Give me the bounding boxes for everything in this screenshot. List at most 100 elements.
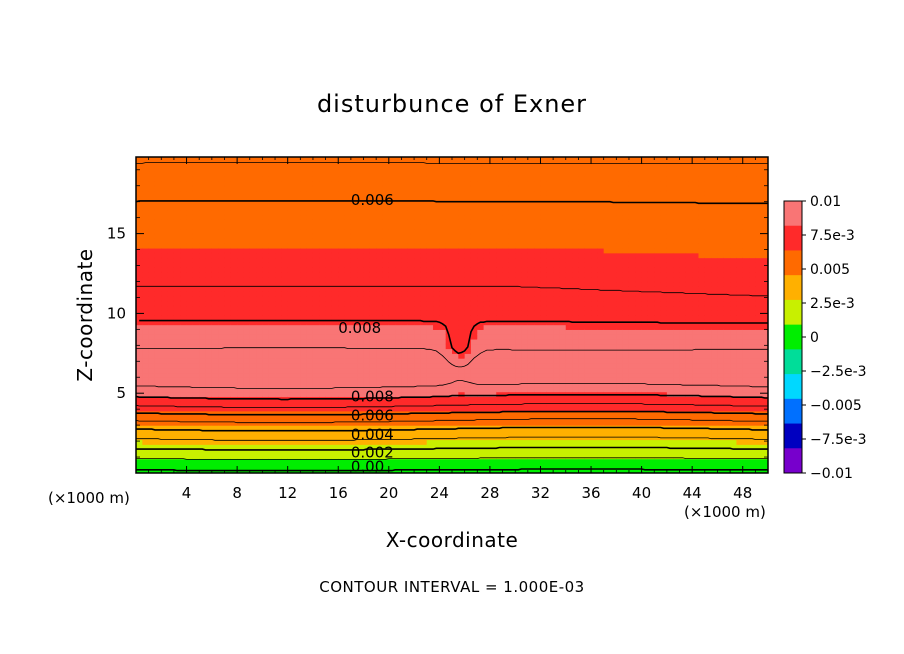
field-cell (180, 434, 188, 441)
field-cell (319, 180, 327, 187)
field-cell (426, 262, 434, 268)
field-cell (268, 334, 276, 340)
field-cell (597, 171, 605, 177)
field-cell (439, 200, 447, 206)
field-cell (325, 300, 333, 307)
field-cell (591, 348, 598, 354)
field-cell (357, 415, 365, 421)
field-cell (369, 195, 377, 201)
field-cell (319, 195, 327, 201)
field-cell (546, 329, 554, 335)
field-cell (275, 238, 282, 244)
field-cell (306, 271, 314, 278)
field-cell (294, 185, 301, 192)
field-cell (376, 348, 384, 354)
field-cell (148, 453, 156, 460)
field-cell (470, 195, 478, 201)
field-cell (388, 271, 396, 278)
field-cell (154, 449, 162, 455)
field-cell (572, 300, 579, 307)
field-cell (508, 343, 516, 350)
field-cell (445, 315, 453, 321)
field-cell (496, 396, 504, 402)
field-cell (559, 300, 567, 307)
field-cell (312, 286, 320, 292)
field-cell (173, 271, 181, 278)
field-cell (281, 315, 289, 321)
field-cell (350, 228, 358, 235)
field-cell (205, 295, 213, 302)
field-cell (154, 401, 162, 407)
field-cell (287, 195, 295, 201)
field-cell (591, 439, 598, 445)
field-cell (180, 171, 188, 177)
field-cell (553, 463, 561, 469)
field-cell (262, 458, 270, 465)
field-cell (591, 300, 598, 307)
field-cell (401, 214, 409, 220)
field-cell (173, 343, 181, 350)
field-cell (338, 382, 346, 388)
field-cell (357, 319, 365, 326)
field-cell (312, 224, 320, 230)
field-cell (161, 405, 169, 412)
field-cell (610, 281, 617, 287)
field-cell (325, 439, 333, 445)
field-cell (565, 295, 573, 302)
field-cell (565, 338, 573, 345)
field-cell (388, 209, 396, 216)
field-cell (458, 243, 466, 249)
field-cell (262, 315, 270, 321)
field-cell (382, 238, 390, 244)
field-cell (148, 358, 156, 364)
field-cell (167, 195, 175, 201)
field-cell (502, 405, 510, 412)
field-cell (610, 286, 617, 292)
field-cell (559, 429, 567, 436)
field-cell (300, 257, 308, 263)
field-cell (610, 257, 617, 263)
field-cell (350, 415, 358, 421)
field-cell (205, 449, 213, 455)
field-cell (161, 228, 169, 235)
field-cell (388, 247, 396, 254)
field-cell (338, 343, 346, 350)
field-cell (483, 271, 491, 278)
field-cell (597, 329, 605, 335)
field-cell (173, 228, 181, 235)
field-cell (458, 382, 466, 388)
field-cell (527, 405, 535, 412)
field-cell (508, 401, 516, 407)
field-cell (205, 257, 213, 263)
field-cell (559, 338, 567, 345)
field-cell (591, 382, 598, 388)
field-cell (275, 358, 282, 364)
field-cell (180, 305, 188, 311)
field-cell (426, 367, 434, 374)
field-cell (331, 343, 339, 350)
field-cell (414, 281, 421, 287)
field-cell (414, 401, 421, 407)
field-cell (319, 453, 327, 460)
field-cell (350, 338, 358, 345)
field-cell (224, 353, 232, 359)
field-cell (237, 157, 245, 163)
field-cell (319, 410, 327, 417)
field-cell (344, 353, 352, 359)
field-cell (553, 180, 561, 187)
field-cell (464, 204, 472, 211)
field-cell (161, 209, 169, 216)
field-cell (331, 391, 339, 397)
field-cell (458, 238, 466, 244)
field-cell (180, 439, 188, 445)
field-cell (275, 425, 282, 431)
field-cell (331, 348, 339, 354)
field-cell (281, 405, 289, 412)
field-cell (521, 463, 529, 469)
field-cell (199, 319, 207, 326)
field-cell (275, 391, 282, 397)
field-cell (186, 425, 194, 431)
field-cell (357, 238, 365, 244)
field-cell (546, 372, 554, 378)
field-cell (331, 243, 339, 249)
